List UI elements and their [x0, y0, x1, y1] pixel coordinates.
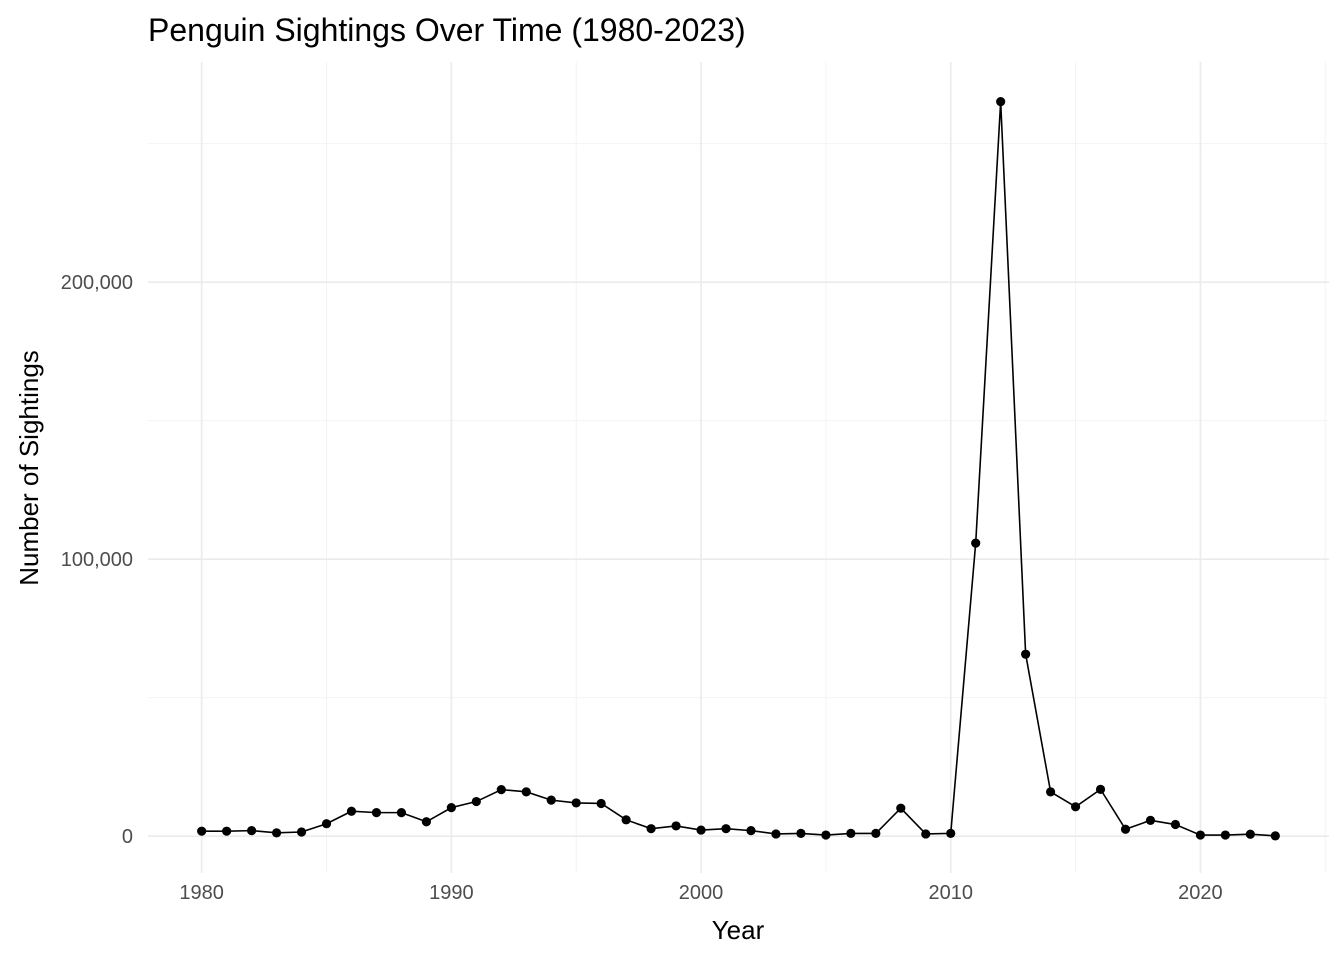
data-points: [197, 97, 1280, 841]
data-point: [346, 806, 357, 816]
data-point: [1095, 784, 1106, 794]
major-grid: [148, 62, 1329, 873]
data-point: [946, 828, 956, 838]
x-tick-label: 2020: [1178, 882, 1223, 904]
data-point: [1070, 802, 1081, 812]
y-tick-label: 200,000: [61, 272, 133, 294]
data-point: [921, 829, 931, 839]
data-point: [571, 798, 581, 808]
data-point: [1170, 819, 1181, 830]
data-point: [1195, 830, 1206, 840]
data-point: [446, 803, 456, 813]
data-point: [896, 803, 906, 813]
data-point: [1245, 829, 1255, 839]
y-axis-title: Number of Sightings: [14, 350, 44, 586]
data-point: [396, 808, 407, 818]
data-point: [596, 798, 606, 809]
data-point: [671, 821, 681, 831]
x-tick-labels: 1980 1990 2000 2010 2020: [179, 882, 1222, 904]
data-point: [821, 830, 831, 840]
data-point: [871, 828, 881, 838]
data-point: [1021, 649, 1031, 659]
data-point: [1270, 831, 1280, 841]
data-point: [996, 97, 1006, 107]
x-tick-label: 2010: [928, 882, 973, 904]
data-point: [197, 826, 207, 836]
minor-grid: [148, 62, 1329, 873]
data-point: [421, 817, 431, 827]
series-line: [201, 101, 1276, 837]
data-point: [621, 815, 631, 825]
chart-title: Penguin Sightings Over Time (1980-2023): [148, 12, 746, 48]
x-tick-label: 1990: [429, 882, 474, 904]
data-point: [371, 808, 382, 818]
data-point: [746, 826, 756, 836]
data-point: [247, 826, 257, 836]
data-point: [846, 828, 856, 838]
data-point: [471, 796, 481, 807]
y-tick-label: 0: [122, 826, 133, 848]
data-point: [721, 824, 731, 834]
data-point: [796, 828, 806, 838]
x-tick-label: 2000: [679, 882, 724, 904]
data-point: [321, 819, 332, 829]
data-point: [1120, 824, 1131, 834]
y-tick-labels: 0 100,000 200,000: [61, 272, 133, 848]
x-tick-label: 1980: [179, 882, 224, 904]
data-point: [1046, 787, 1056, 797]
data-point: [222, 826, 232, 836]
data-point: [296, 827, 307, 837]
data-point: [271, 828, 282, 838]
data-point: [546, 795, 556, 805]
y-tick-label: 100,000: [61, 549, 133, 571]
data-point: [771, 829, 781, 839]
data-point: [971, 538, 981, 548]
data-point: [696, 825, 706, 835]
data-point: [1145, 815, 1156, 825]
data-point: [496, 785, 506, 795]
data-point: [521, 787, 531, 797]
x-axis-title: Year: [712, 915, 765, 945]
data-point: [1220, 830, 1230, 840]
data-point: [646, 824, 656, 834]
